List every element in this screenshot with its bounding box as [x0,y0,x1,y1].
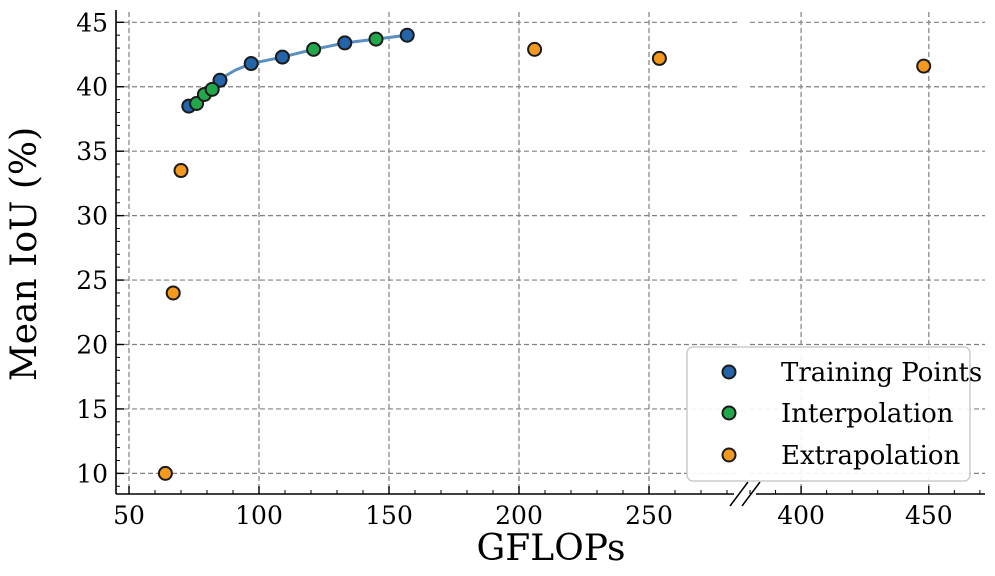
x-axis-label: GFLOPs [477,528,626,569]
interpolation-point [368,31,384,47]
legend-label-training-points: Training Points [781,358,982,388]
x-tick-label: 200 [495,501,543,530]
x-tick-label: 50 [113,501,145,530]
extrapolation-point [173,163,189,179]
y-tick-label: 25 [76,266,108,295]
legend-marker-training-points [721,364,737,380]
extrapolation-point [157,465,173,481]
y-tick-label: 45 [76,8,108,37]
x-tick-label: 100 [235,501,283,530]
training-points-point [337,35,353,51]
legend: Training Points Interpolation Extrapolatio… [686,346,982,482]
x-tick-label: 150 [365,501,413,530]
y-tick-label: 40 [76,73,108,102]
extrapolation-point [165,285,181,301]
training-points-point [243,56,259,72]
axis-break-mark [729,481,749,507]
x-tick-label: 450 [905,501,953,530]
x-tick-label: 250 [625,501,673,530]
training-points-point [274,49,290,65]
grid [116,12,985,494]
extrapolation-point [527,41,543,57]
legend-marker-interpolation [721,405,737,421]
data-points [157,27,932,481]
axes [115,10,985,507]
legend-marker-extrapolation [721,447,737,463]
extrapolation-point [651,50,667,66]
axis-break-mark [741,481,761,507]
y-tick-label: 35 [76,137,108,166]
y-tick-label: 10 [76,459,108,488]
interpolation-point [306,41,322,57]
interpolation-point [204,81,220,97]
tick-labels: 50 100 150 200 250 400 450 10 15 20 25 30 35 40 45 [76,8,952,530]
legend-frame [686,346,971,482]
legend-label-extrapolation: Extrapolation [781,441,961,471]
y-tick-label: 20 [76,331,108,360]
y-tick-label: 30 [76,202,108,231]
legend-label-interpolation: Interpolation [781,399,954,429]
training-points-point [399,27,415,43]
x-tick-label: 400 [777,501,825,530]
y-axis-label: Mean IoU (%) [4,127,45,381]
extrapolation-point [916,58,932,74]
y-tick-label: 15 [76,395,108,424]
